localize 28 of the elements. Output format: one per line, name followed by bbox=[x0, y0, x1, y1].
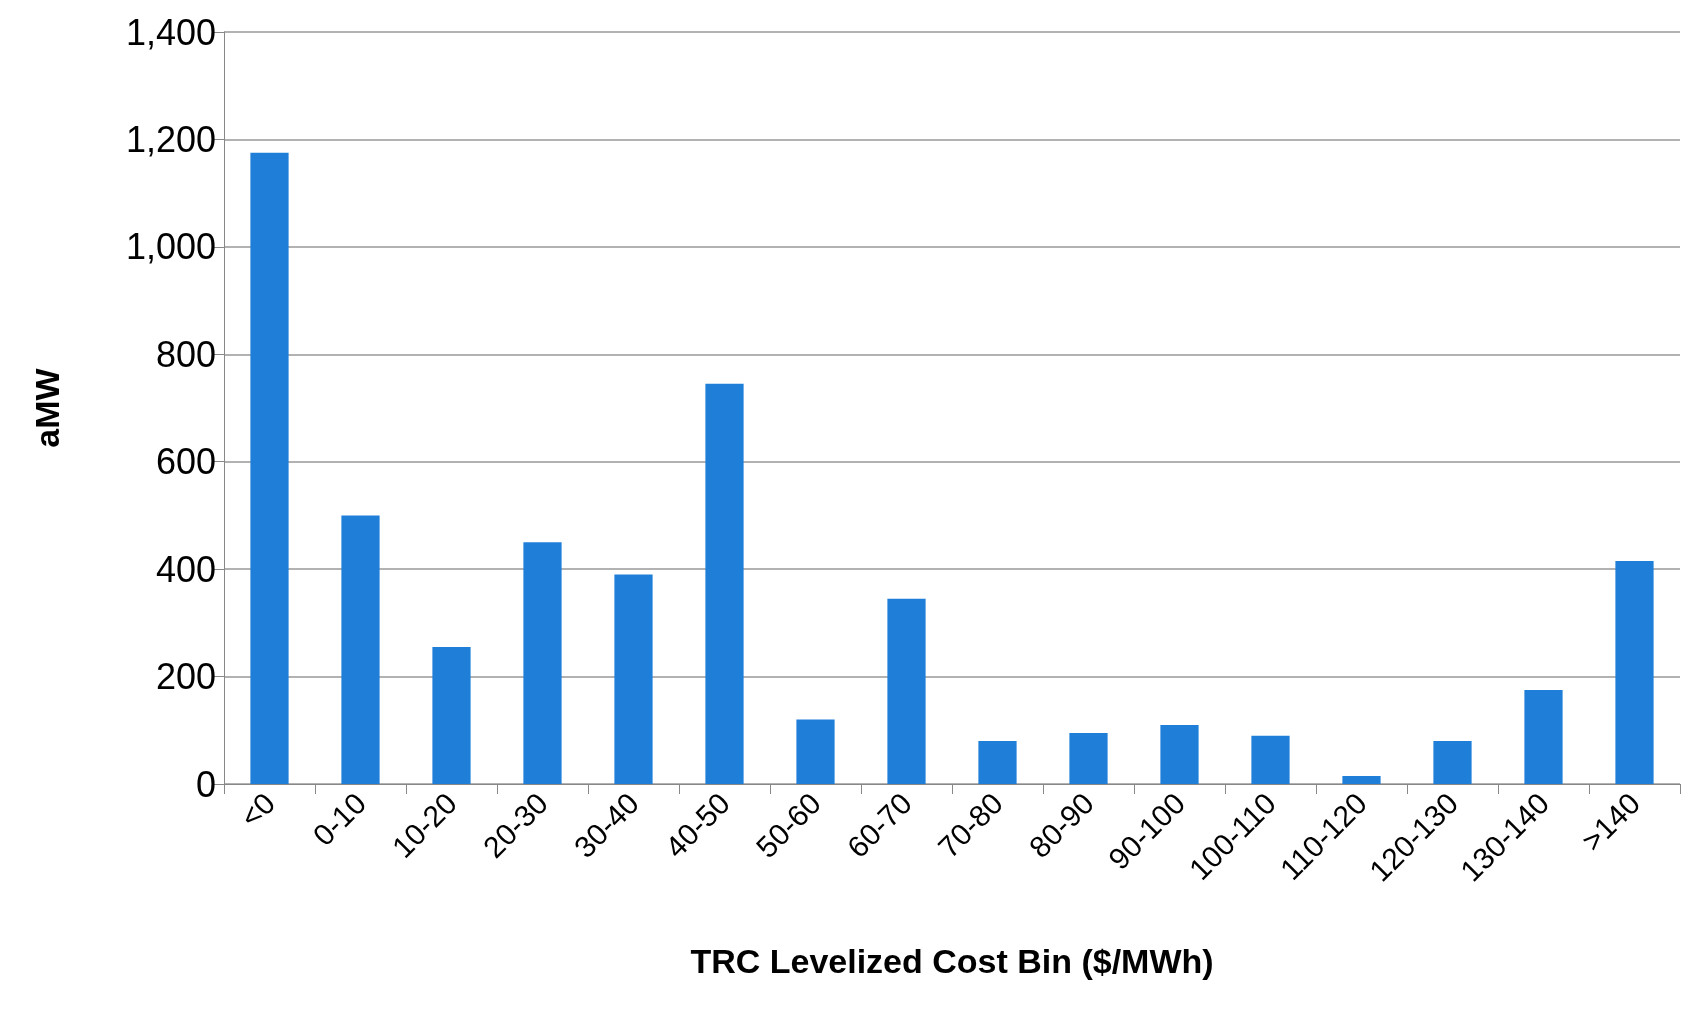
bar bbox=[1251, 735, 1290, 784]
bar bbox=[341, 515, 380, 784]
bar bbox=[250, 152, 289, 784]
y-axis-title: aMW bbox=[28, 367, 66, 448]
y-tick-label: 0 bbox=[195, 763, 216, 805]
bar bbox=[1615, 561, 1654, 784]
y-tick-label: 800 bbox=[155, 333, 216, 375]
y-tick-label: 400 bbox=[155, 548, 216, 590]
bar bbox=[1160, 724, 1199, 784]
x-tick-label: <0 bbox=[233, 786, 282, 834]
x-tick-label: 0-10 bbox=[306, 786, 373, 853]
bar bbox=[1433, 741, 1472, 784]
x-axis-title: TRC Levelized Cost Bin ($/MWh) bbox=[690, 942, 1214, 980]
bar bbox=[978, 741, 1017, 784]
bar bbox=[705, 383, 744, 784]
bar bbox=[887, 598, 926, 784]
bar bbox=[614, 574, 653, 784]
y-tick-label: 200 bbox=[155, 656, 216, 698]
bar bbox=[1342, 775, 1381, 784]
bar bbox=[1069, 732, 1108, 784]
bar bbox=[1524, 690, 1563, 784]
bar bbox=[432, 647, 471, 784]
y-tick-label: 600 bbox=[155, 441, 216, 483]
y-tick-label: 1,000 bbox=[125, 226, 216, 268]
y-tick-label: 1,400 bbox=[125, 11, 216, 53]
y-tick-label: 1,200 bbox=[125, 118, 216, 160]
bar bbox=[523, 542, 562, 784]
bar bbox=[796, 719, 835, 784]
